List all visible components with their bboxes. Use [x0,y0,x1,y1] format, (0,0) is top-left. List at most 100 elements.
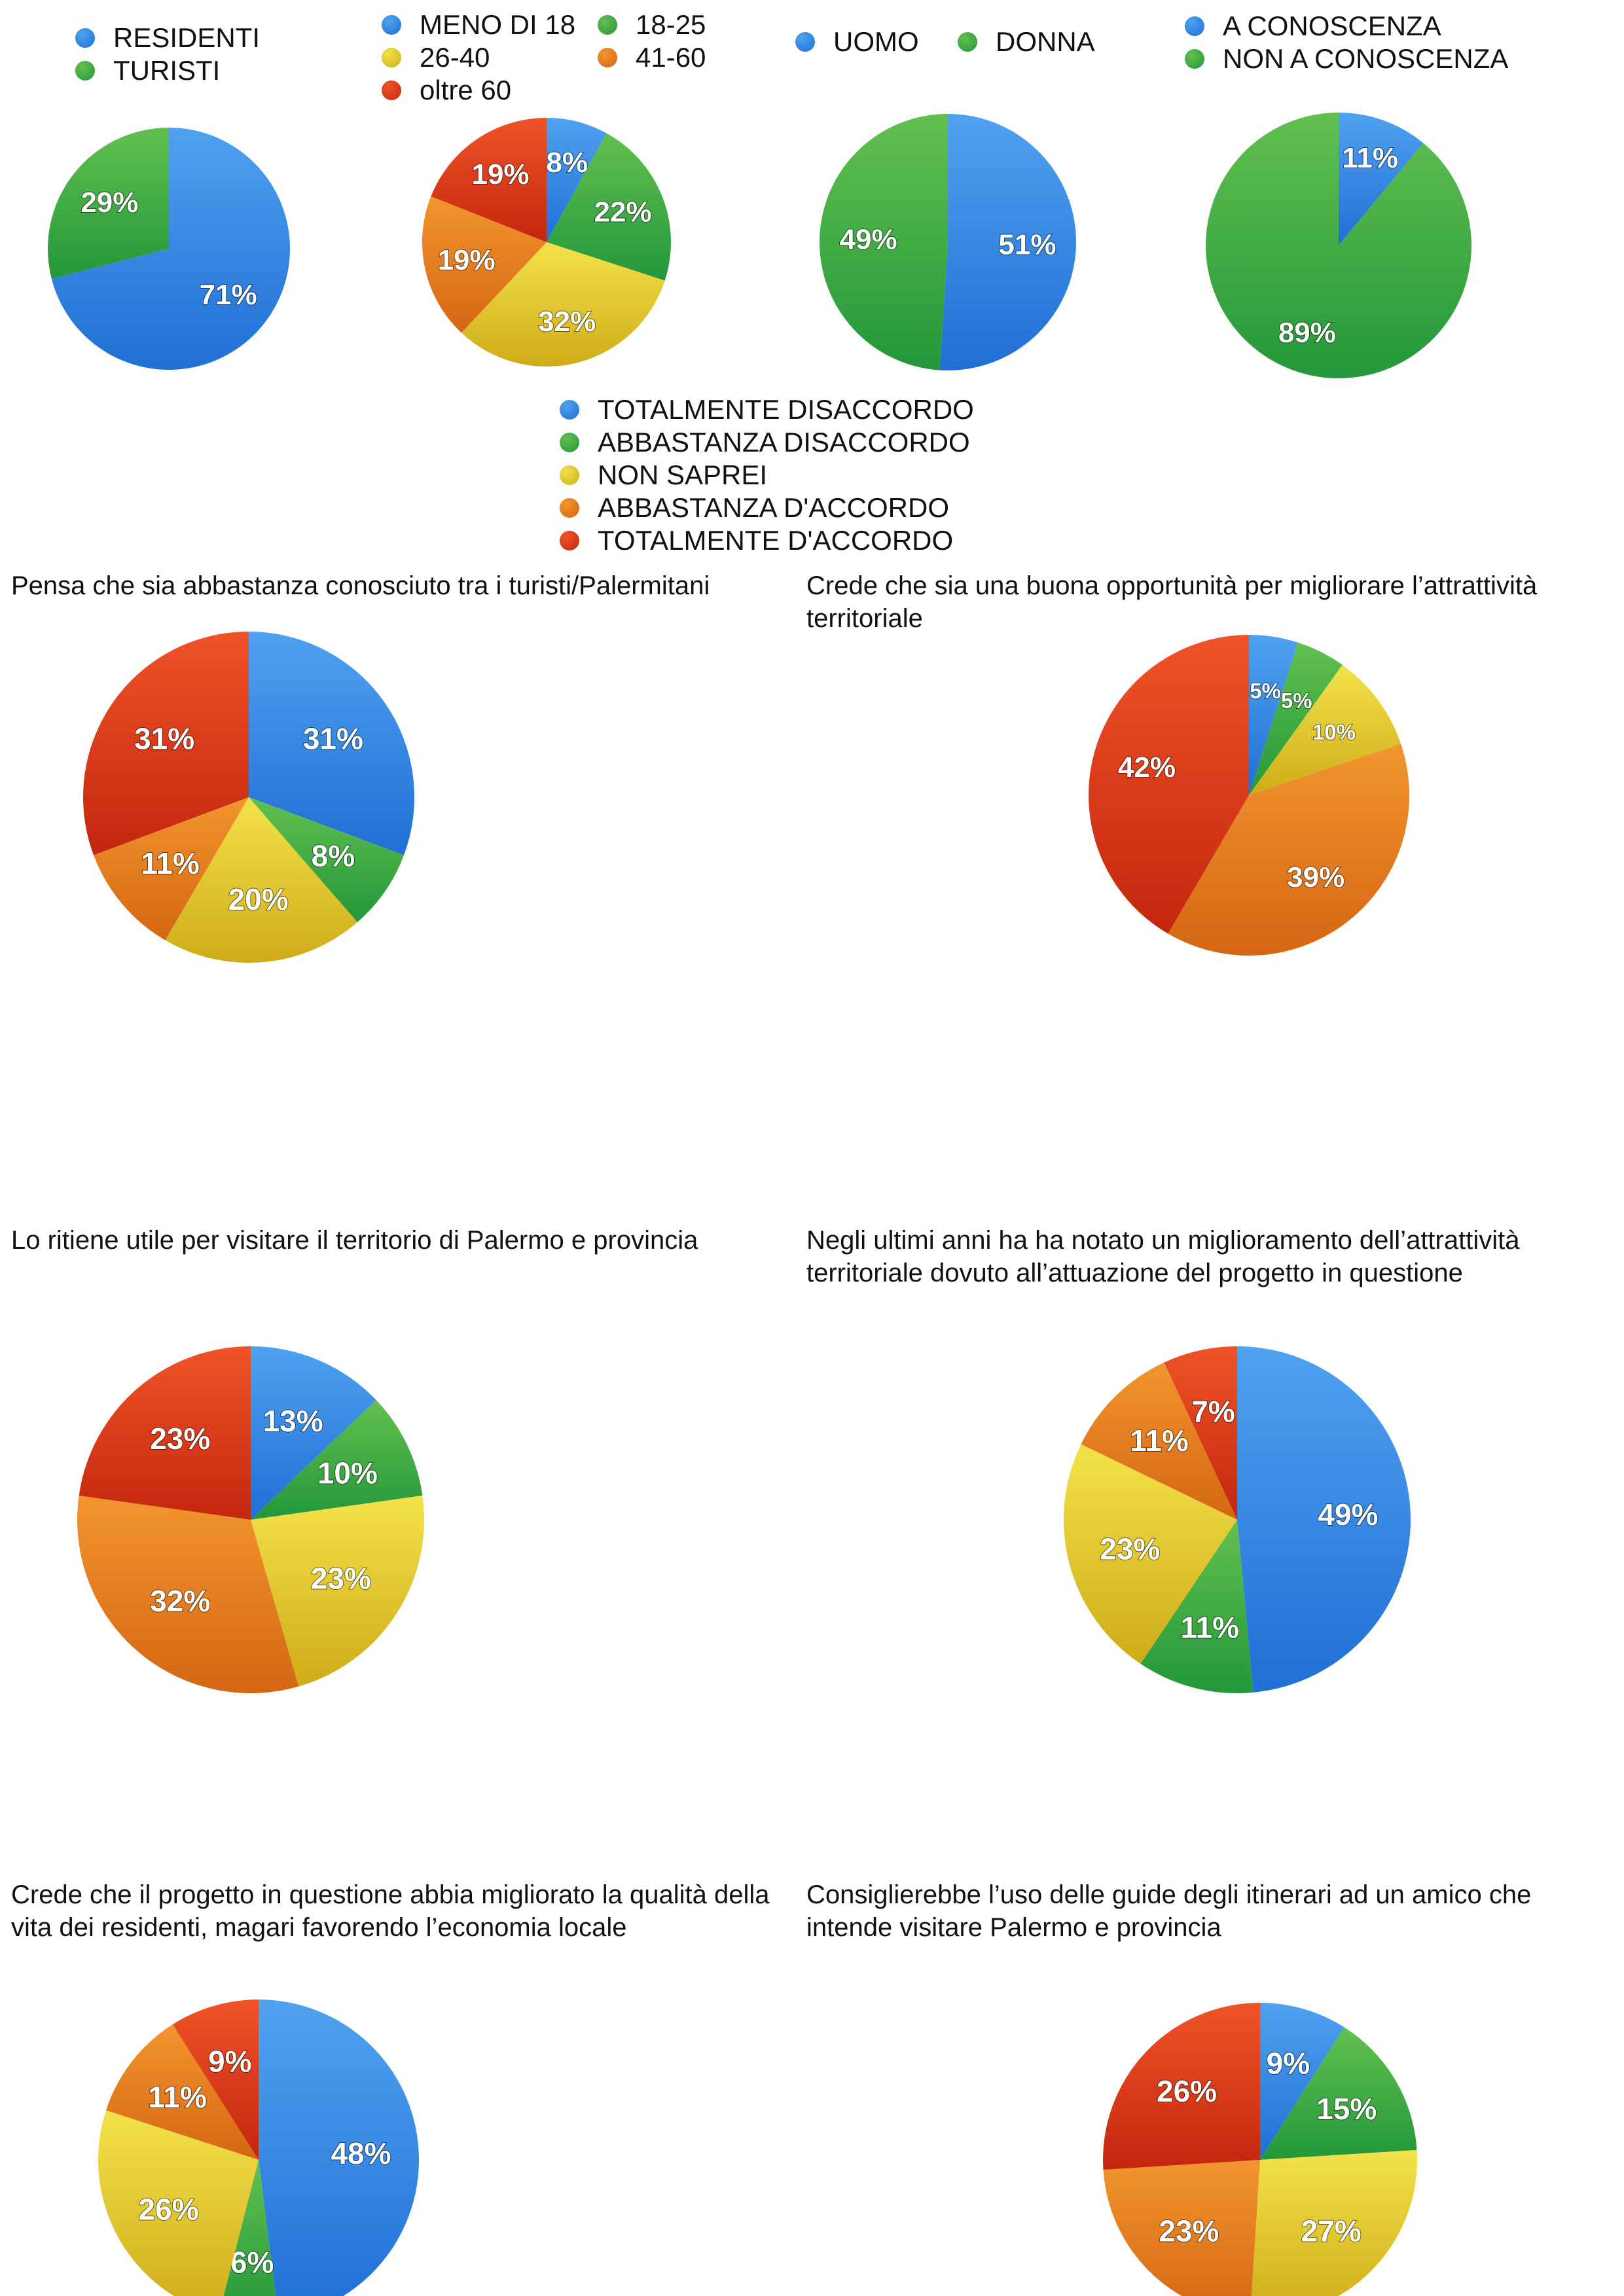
pie-slice-label: 48% [331,2136,391,2170]
legend-swatch [382,15,401,35]
legend-residence: RESIDENTI TURISTI [75,22,311,94]
pie-slice-label: 20% [228,882,289,916]
pie-slice [105,2024,259,2160]
pie-slice [79,1346,251,1520]
question-title-q3: Lo ritiene utile per visitare il territo… [11,1226,698,1255]
pie-slice [251,1400,423,1520]
pie-slice [1205,113,1471,378]
pie-slice-label: 49% [1318,1498,1378,1532]
pie-slice-label: 42% [1118,751,1176,783]
pie-slice [431,118,547,242]
question-title-q2: Crede che sia una buona opportunità per … [806,571,1538,633]
legend-swatch [560,400,579,420]
pie-slice [251,1346,376,1520]
pie-slice-label: 26% [139,2193,199,2227]
pie-slice-label: 31% [134,722,194,756]
pie-slice-label: 23% [311,1561,371,1595]
legend-awareness: A CONOSCENZA NON A CONOSCENZA [1185,10,1551,82]
pie-chart-residence: 71% 29% [47,128,290,370]
legend-swatch [560,498,579,518]
pie-slice [1339,113,1424,245]
legend-swatch [382,48,401,67]
pie-chart-gender: 51% 49% [820,114,1077,370]
pie-slice-label: 23% [150,1422,210,1456]
pie-slice-label: 31% [303,722,363,756]
pie-slice [1251,2149,1417,2296]
pie-slice-label: 89% [1278,317,1336,349]
pie-slice-label: 8% [546,147,588,179]
pie-slice-label: 11% [1342,142,1398,174]
pie-slice-label: 11% [148,2080,207,2114]
pie-slice [461,242,665,367]
pie-slice-label: 5% [1250,679,1281,703]
pie-slice [939,114,1077,370]
pie-chart-age: 8%22% 32% 19% 19% [422,118,671,367]
pie-slice [1140,1520,1254,1694]
pie-slice [1168,744,1409,956]
pie-slice [47,128,169,279]
pie-slice-label: 13% [263,1404,323,1438]
pie-slice [172,2000,259,2160]
legend-label: 41-60 [636,42,706,73]
legend-age: MENO DI 18 18-25 26-40 41-60 oltre 60 [382,9,735,107]
pie-slice [94,797,249,941]
pie-slice [249,797,404,922]
question-title-q1: Pensa che sia abbastanza conosciuto tra … [11,571,710,600]
legend-swatch [1185,49,1204,69]
legend-swatch [560,465,579,485]
pie-slice [165,797,357,963]
pie-chart-q5: 48% 6% 26% 11%9% [98,2000,419,2296]
pie-slice [1103,2003,1260,2170]
pie-chart-awareness: 11% 89% [1205,113,1471,378]
legend-swatch [958,32,977,52]
pie-slice [98,2110,259,2296]
legend-label: oltre 60 [420,75,512,105]
pie-slice-label: 29% [81,187,138,219]
pie-slice [820,114,948,370]
pie-slice [1237,1346,1411,1693]
legend-gender: UOMO DONNA [795,26,1123,65]
pie-slice [251,1496,425,1687]
legend-label: ABBASTANZA D'ACCORDO [598,492,949,523]
pie-slice [223,2160,276,2296]
pie-slice [249,632,415,855]
pie-slice [1103,2160,1260,2296]
pie-chart-q1: 31% 8% 20% 11% 31% [82,632,415,963]
pie-slice [1249,664,1401,795]
pie-chart-q2: 5% 5%10%39%42% [1088,635,1409,956]
pie-slice-label: 15% [1316,2092,1377,2126]
pie-slice-label: 7% [1191,1394,1235,1428]
pie-slice-label: 11% [141,846,200,880]
pie-slice [1088,635,1249,934]
pie-slice [547,133,671,281]
pie-slice-label: 11% [1180,1610,1239,1644]
legend-swatch [795,32,815,52]
pie-slice-label: 26% [1157,2074,1217,2108]
pie-slice-label: 32% [538,306,596,338]
legend-label: A CONOSCENZA [1223,10,1441,41]
question-title-q6: Consiglierebbe l’uso delle guide degli i… [806,1880,1532,1942]
legend-label: NON A CONOSCENZA [1223,43,1509,74]
legend-swatch [75,28,95,48]
legend-label: 18-25 [636,9,706,40]
pie-slice [1164,1346,1237,1520]
pie-slice [1260,2003,1344,2160]
legend-label: MENO DI 18 [420,9,576,40]
pie-slice-label: 23% [1100,1532,1160,1566]
pie-chart-q3: 13% 10% 23% 32% 23% [77,1346,425,1693]
pie-slice-label: 10% [317,1456,378,1490]
legend-label: TOTALMENTE DISACCORDO [598,394,974,425]
legend-label: DONNA [996,26,1095,57]
pie-slice [547,118,607,242]
pie-chart-q6: 9%15% 27% 23% 26% [1103,2003,1417,2296]
legend-swatch [598,48,617,67]
pie-slice-label: 49% [840,224,897,256]
pie-slice [82,632,249,855]
legend-label: 26-40 [420,42,490,73]
pie-slice [77,1496,299,1693]
pie-slice-label: 22% [594,196,652,228]
legend-label: TURISTI [113,55,221,86]
question-title-q5: Crede che il progetto in questione abbia… [11,1880,770,1942]
